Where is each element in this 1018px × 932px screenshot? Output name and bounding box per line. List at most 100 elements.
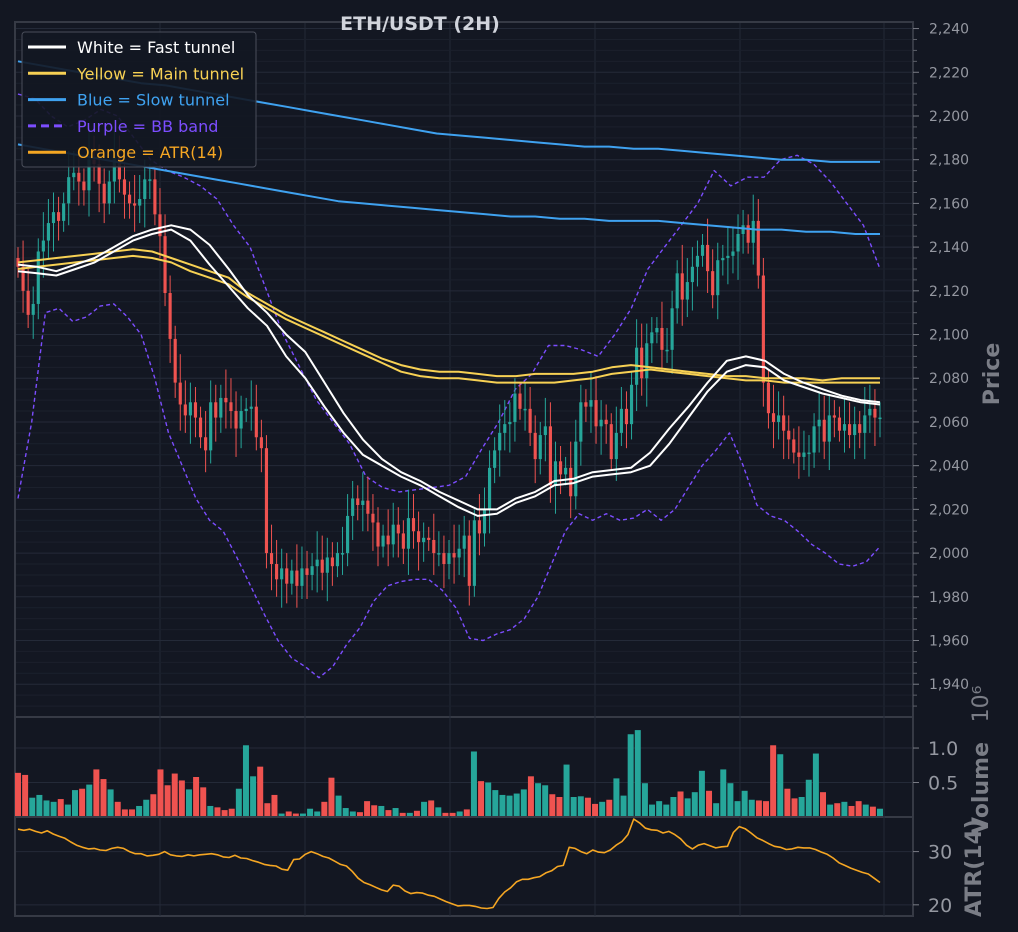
candle-body [741,225,745,234]
volume-bar [869,806,876,816]
candle-body [878,417,882,420]
candle-body [219,397,223,418]
volume-axis-label: Volume [969,742,994,834]
candle-body [645,343,649,379]
volume-bar [435,807,442,816]
candle-body [599,419,603,427]
candle-body [36,251,40,304]
candle-body [330,557,334,567]
candle-body [315,559,319,567]
candle-body [787,430,791,440]
candle-body [214,402,218,418]
legend-label: Orange = ATR(14) [77,143,223,162]
candle-body [77,172,81,182]
candle-body [700,244,705,256]
candle-body [538,435,542,460]
volume-bar [599,801,606,816]
volume-bar [691,792,698,816]
volume-bar [763,801,770,816]
candle-body [695,255,700,267]
volume-bar [855,801,862,816]
candle-body [351,498,355,516]
candle-body [56,212,61,221]
candle-body [31,303,35,315]
fast-tunnel-lower [17,228,881,517]
volume-bar [656,801,663,816]
volume-bar [428,800,435,816]
atr-line [17,818,881,910]
candle-body [51,212,56,224]
legend-label: Yellow = Main tunnel [76,64,244,83]
candle-body [837,417,842,431]
candle-body [487,467,492,510]
price-tick-label: 2,100 [929,328,969,344]
candle-body [533,432,537,460]
candle-body [198,417,203,438]
candle-body [822,419,826,442]
volume-bar [784,788,791,816]
candle-body [254,406,258,438]
volume-bar [235,788,242,816]
candle-body [574,441,578,497]
volume-bar [278,813,285,816]
volume-bar [342,808,349,816]
volume-bar [399,812,406,816]
candle-body [558,461,563,475]
candle-body [817,419,821,427]
volume-bar [620,795,627,816]
candle-body [457,548,461,558]
candle-body [158,214,162,237]
candle-body [614,432,618,460]
price-tick-label: 2,180 [929,153,969,169]
volume-bar [385,810,392,816]
candle-body [624,408,629,425]
candle-body [690,266,694,283]
candle-body [153,179,157,215]
volume-bar [271,794,278,816]
volume-bars [15,730,883,816]
candle-body [234,411,238,429]
candle-body [97,164,101,184]
volume-bar [720,769,727,816]
candles [16,131,882,608]
candle-body [731,251,735,256]
candle-body [579,402,583,442]
candle-body [472,520,476,586]
candle-body [163,236,167,294]
volume-bar [200,787,207,816]
candle-body [782,415,786,431]
chart-title: ETH/USDT (2H) [340,13,500,35]
candle-body [224,397,228,403]
legend-label: White = Fast tunnel [77,38,235,57]
candle-body [112,157,116,182]
candle-body [143,179,147,200]
volume-bar [292,813,299,816]
volume-bar [848,805,855,816]
candle-body [275,564,279,580]
candle-body [523,408,527,411]
candle-body [401,533,405,549]
candle-body [447,553,451,565]
volume-bar [128,809,135,816]
candle-body [229,402,233,412]
volume-bar [178,780,185,816]
candle-body [792,439,796,453]
volume-bar [150,794,157,816]
price-tick-label: 2,020 [929,502,969,518]
candle-body [209,402,213,451]
candle-body [102,183,106,204]
volume-bar [15,772,21,816]
price-tick-label: 2,000 [929,546,969,562]
price-tick-label: 2,240 [929,22,969,38]
candle-body [832,415,836,418]
volume-bar [43,800,50,816]
volume-bar [121,809,128,816]
volume-bar [242,745,249,816]
volume-bar [570,797,577,816]
volume-bar [713,803,720,816]
candle-body [310,566,314,575]
candle-body [417,531,421,543]
volume-bar [143,799,150,816]
main-tunnel-lower [17,254,880,384]
volume-bar [299,813,306,816]
